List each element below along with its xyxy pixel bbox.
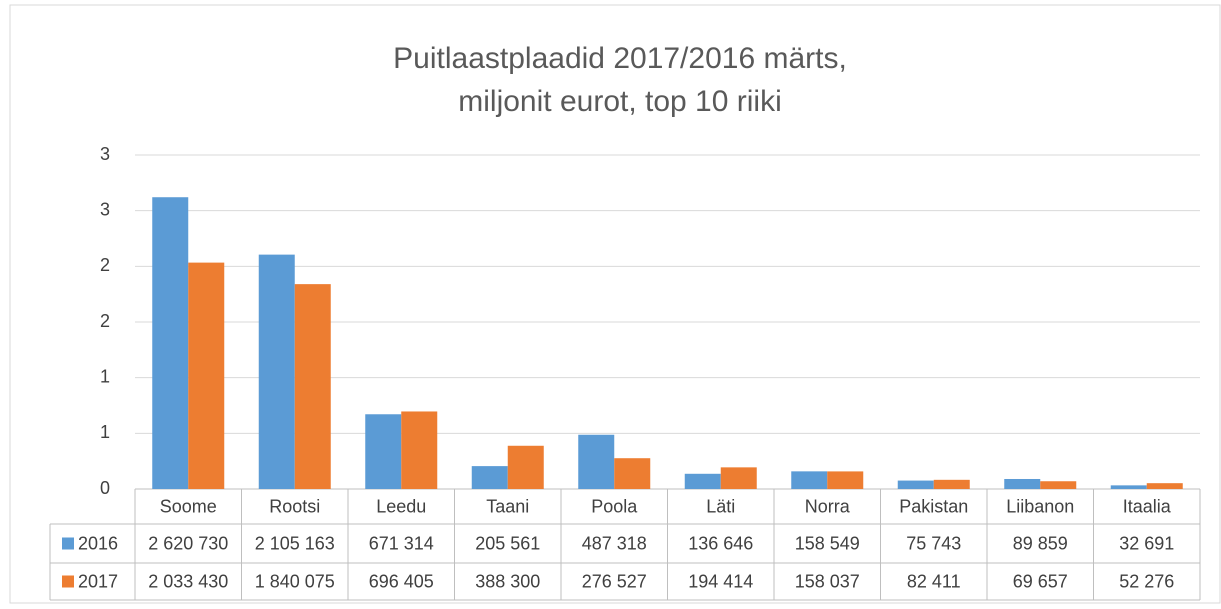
bar — [791, 471, 828, 489]
bar — [897, 480, 934, 489]
table-value: 487 318 — [582, 533, 647, 553]
chart-title: Puitlaastplaadid 2017/2016 märts, — [393, 42, 847, 75]
bar — [684, 473, 721, 489]
bar — [401, 411, 438, 489]
bar — [1110, 485, 1147, 489]
bar — [578, 434, 615, 489]
bar — [471, 466, 508, 489]
x-tick-label: Rootsi — [269, 496, 320, 516]
bar — [258, 254, 295, 489]
legend-label: 2017 — [78, 571, 118, 591]
bar — [188, 262, 225, 489]
bar — [365, 414, 402, 489]
y-tick-label: 3 — [100, 144, 110, 164]
x-tick-label: Poola — [591, 496, 638, 516]
legend-key — [62, 575, 74, 588]
table-value: 158 037 — [795, 571, 860, 591]
y-tick-label: 3 — [100, 199, 110, 219]
x-tick-label: Norra — [805, 496, 851, 516]
x-tick-label: Pakistan — [899, 496, 968, 516]
bar — [294, 284, 331, 489]
table-value: 75 743 — [906, 533, 961, 553]
table-value: 32 691 — [1119, 533, 1174, 553]
table-value: 696 405 — [369, 571, 434, 591]
x-tick-label: Itaalia — [1123, 496, 1172, 516]
bar — [614, 458, 651, 489]
legend-key — [62, 537, 74, 550]
table-value: 69 657 — [1013, 571, 1068, 591]
table-value: 52 276 — [1119, 571, 1174, 591]
x-tick-label: Taani — [486, 496, 529, 516]
bar — [1146, 483, 1183, 489]
x-tick-label: Liibanon — [1006, 496, 1074, 516]
table-value: 194 414 — [688, 571, 753, 591]
table-value: 205 561 — [475, 533, 540, 553]
y-tick-label: 0 — [100, 478, 110, 498]
table-value: 2 105 163 — [255, 533, 335, 553]
table-value: 388 300 — [475, 571, 540, 591]
y-tick-label: 1 — [100, 366, 110, 386]
table-value: 89 859 — [1013, 533, 1068, 553]
table-value: 2 620 730 — [148, 533, 228, 553]
bar — [1004, 478, 1041, 489]
y-tick-label: 1 — [100, 422, 110, 442]
bar — [1040, 481, 1077, 489]
x-tick-label: Leedu — [376, 496, 426, 516]
x-tick-label: Soome — [160, 496, 217, 516]
table-value: 276 527 — [582, 571, 647, 591]
bar — [720, 467, 757, 489]
x-tick-label: Läti — [706, 496, 735, 516]
table-value: 82 411 — [907, 571, 961, 591]
bar — [933, 479, 970, 489]
chart-title: miljonit eurot, top 10 riiki — [458, 85, 781, 118]
table-value: 671 314 — [369, 533, 434, 553]
bar — [827, 471, 864, 489]
table-value: 1 840 075 — [255, 571, 335, 591]
table-value: 158 549 — [795, 533, 860, 553]
legend-label: 2016 — [78, 533, 118, 553]
y-tick-label: 2 — [100, 311, 110, 331]
table-value: 136 646 — [688, 533, 753, 553]
table-value: 2 033 430 — [148, 571, 228, 591]
y-tick-label: 2 — [100, 255, 110, 275]
bar — [507, 445, 544, 489]
bar — [152, 197, 189, 489]
